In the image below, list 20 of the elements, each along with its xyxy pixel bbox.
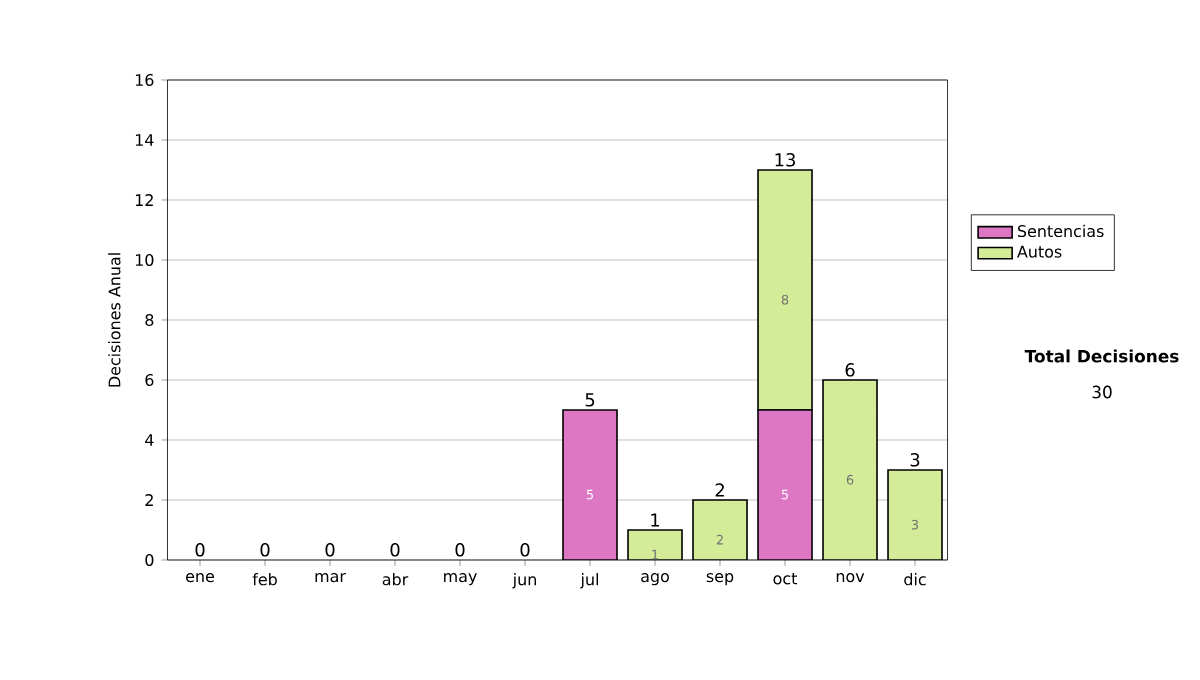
- total-label: 3: [910, 453, 920, 467]
- total-label: 0: [195, 543, 205, 557]
- total-label: 0: [520, 543, 530, 557]
- text: Total Decisiones: [1024, 349, 1179, 363]
- total-label: 0: [390, 543, 400, 557]
- bar: [887, 469, 943, 560]
- total-label: 1: [651, 513, 660, 527]
- bar: [562, 409, 618, 560]
- total-label: 13: [775, 153, 795, 167]
- total-label: 0: [455, 543, 465, 557]
- total-label: 2: [715, 483, 724, 497]
- bar: [692, 499, 748, 560]
- total-label: 0: [325, 543, 335, 557]
- total-label: 5: [585, 393, 595, 407]
- total-label: 6: [845, 363, 855, 377]
- bar: [757, 169, 813, 411]
- bar: [822, 379, 878, 560]
- text: 30: [1092, 385, 1112, 399]
- total-label: 0: [260, 543, 270, 557]
- bar: [757, 409, 813, 560]
